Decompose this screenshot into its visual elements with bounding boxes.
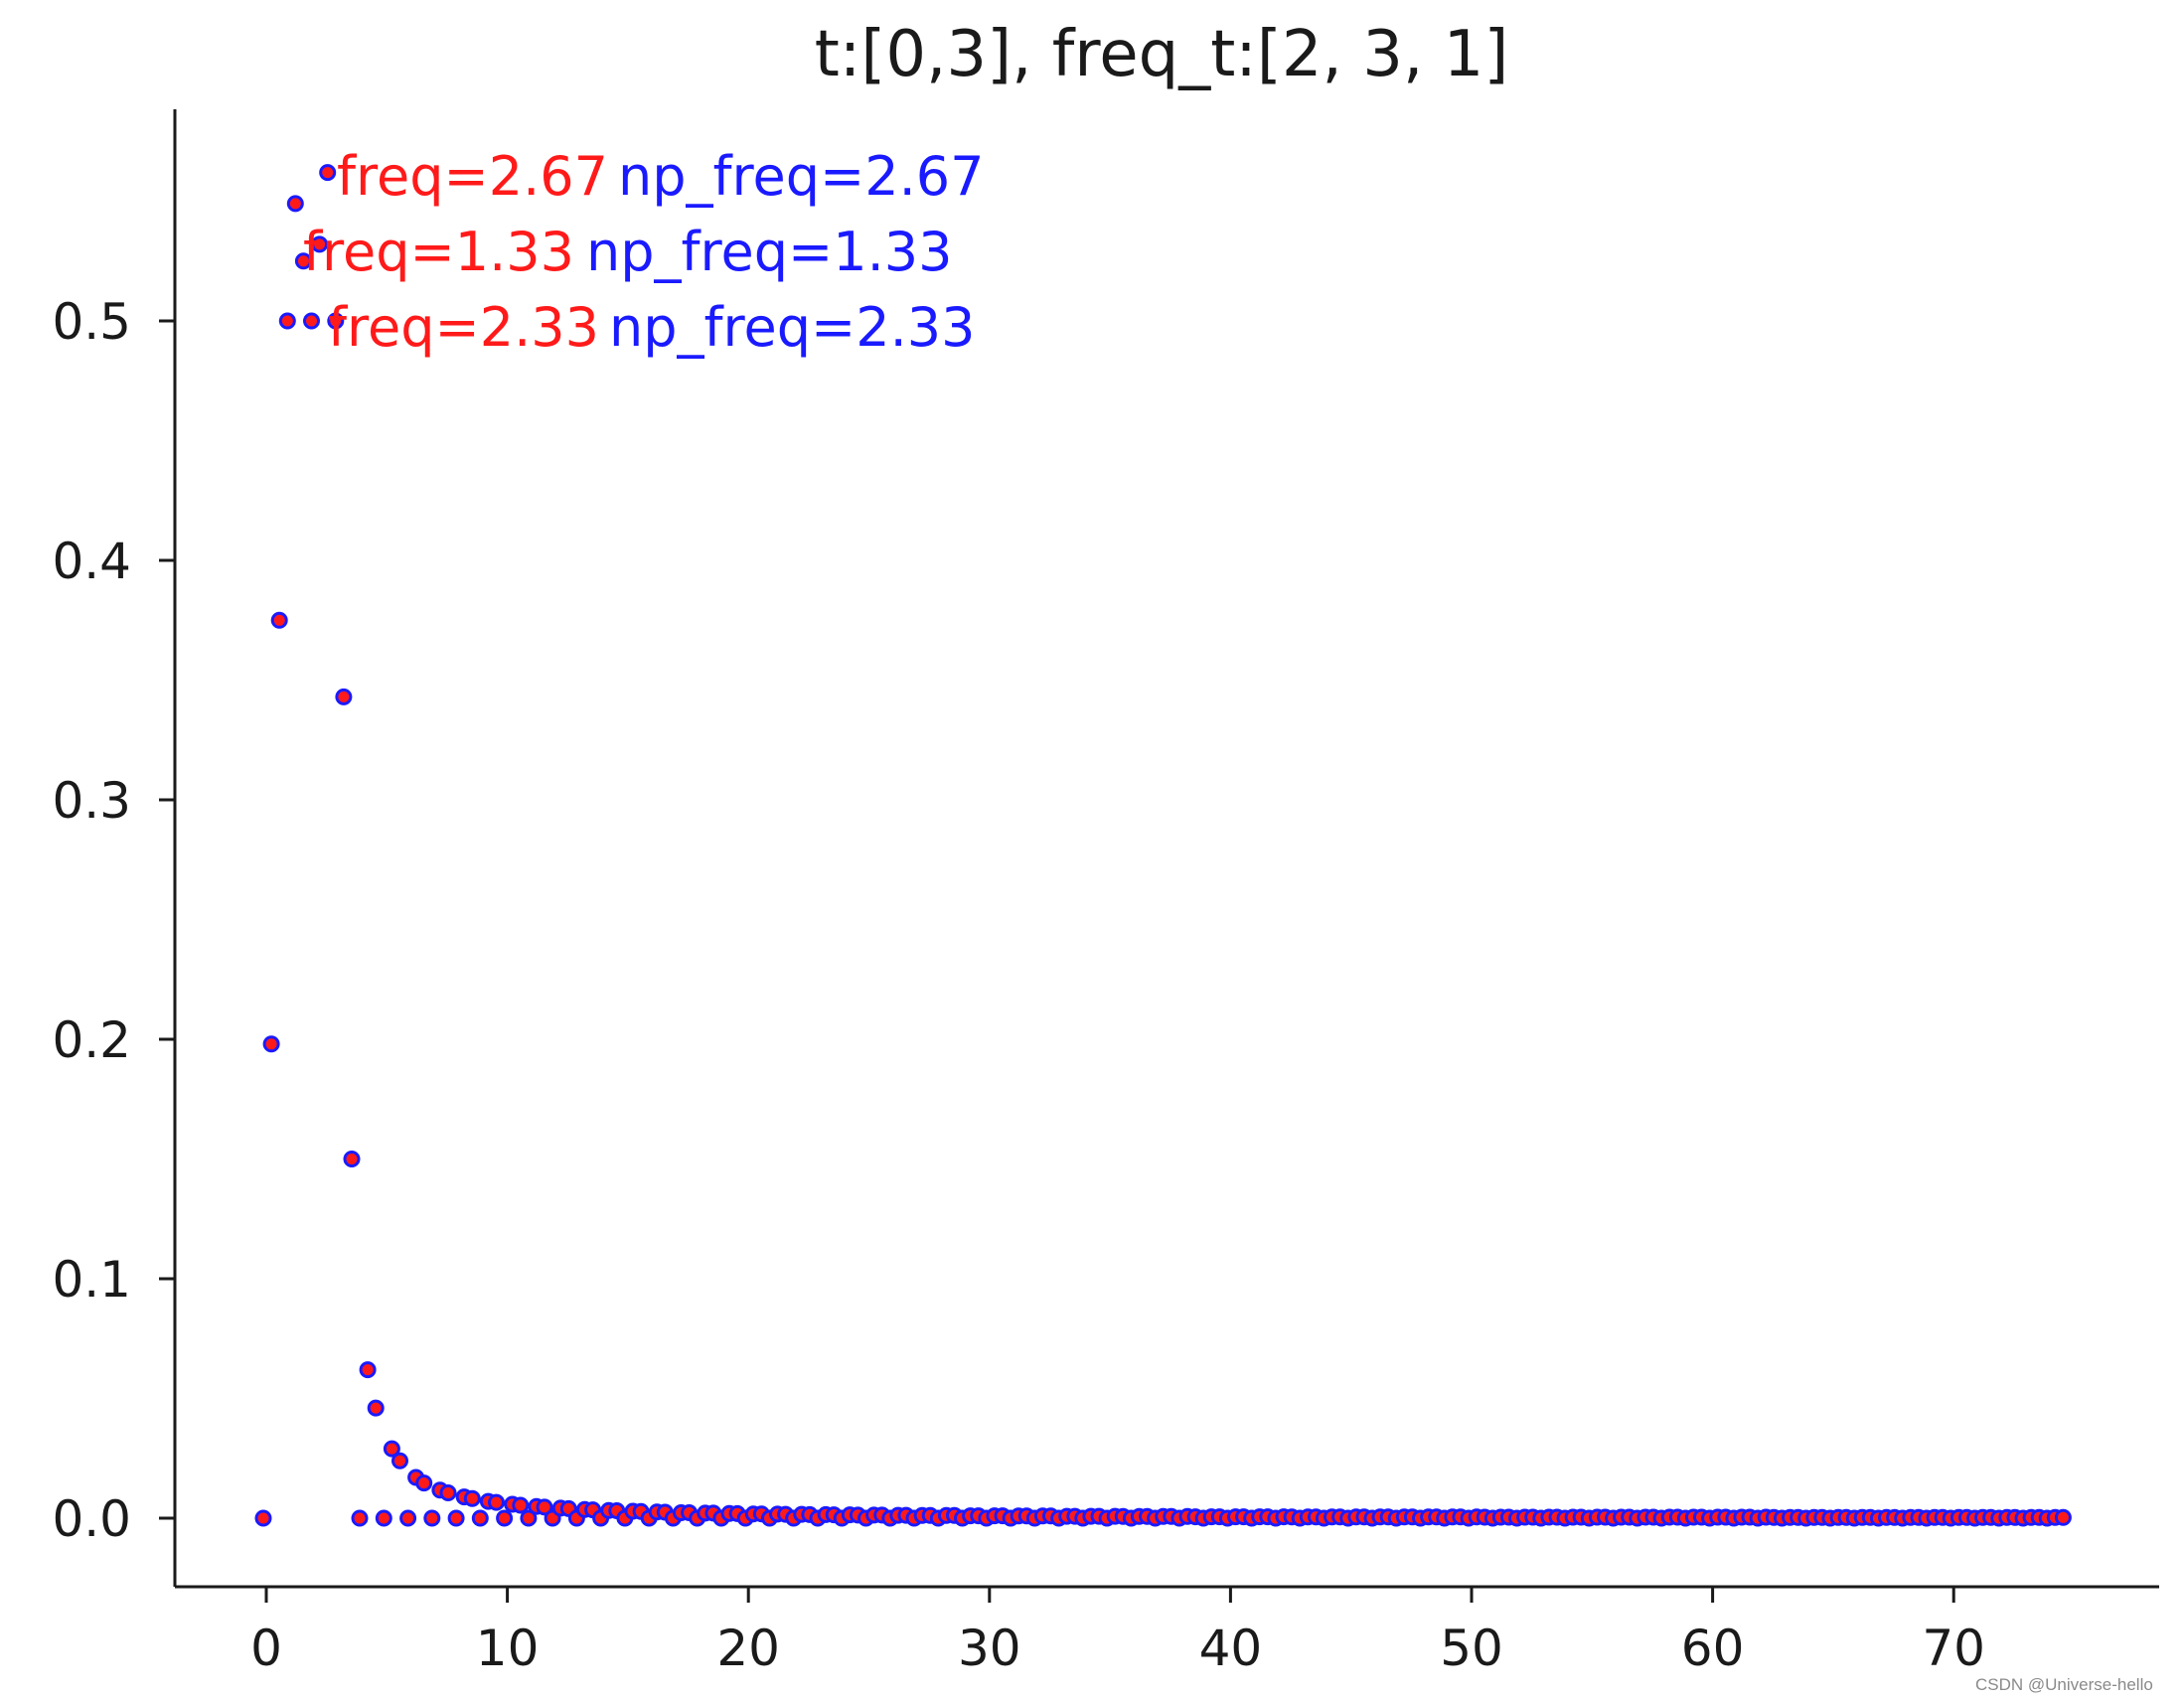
data-point bbox=[439, 1484, 457, 1501]
data-point bbox=[303, 312, 320, 330]
chart-title: t:[0,3], freq_t:[2, 3, 1] bbox=[815, 18, 1509, 91]
data-point bbox=[278, 312, 296, 330]
annotation-label: np_freq=1.33 bbox=[586, 221, 953, 283]
data-point bbox=[351, 1509, 369, 1527]
annotation-label: freq=2.67 bbox=[337, 145, 608, 208]
data-point bbox=[375, 1509, 392, 1527]
data-point bbox=[496, 1509, 514, 1527]
data-point bbox=[319, 164, 337, 182]
data-point bbox=[423, 1509, 441, 1527]
data-point bbox=[367, 1399, 385, 1417]
data-point bbox=[536, 1498, 553, 1516]
x-tick-label: 50 bbox=[1440, 1620, 1503, 1677]
data-point bbox=[343, 1151, 361, 1167]
y-tick-label: 0.0 bbox=[52, 1490, 131, 1548]
annotation-label: freq=1.33 bbox=[303, 221, 574, 283]
data-point bbox=[311, 235, 329, 253]
watermark: CSDN @Universe-hello bbox=[1975, 1675, 2153, 1694]
x-tick-label: 10 bbox=[476, 1620, 540, 1677]
axes bbox=[173, 109, 2159, 1589]
annotation-label: np_freq=2.33 bbox=[609, 296, 976, 359]
annotation-label: freq=2.33 bbox=[328, 296, 599, 359]
data-point bbox=[262, 1035, 280, 1053]
data-point bbox=[520, 1509, 538, 1527]
data-point bbox=[471, 1509, 489, 1527]
y-tick-label: 0.3 bbox=[52, 772, 131, 830]
data-point bbox=[415, 1474, 433, 1492]
data-point bbox=[383, 1440, 400, 1458]
data-point bbox=[488, 1493, 505, 1511]
data-point bbox=[327, 312, 345, 330]
peak-annotations: freq=2.67 np_freq=2.67 freq=1.33 np_freq=1.… bbox=[303, 145, 985, 359]
data-point bbox=[447, 1509, 465, 1527]
y-tick-label: 0.4 bbox=[52, 533, 131, 590]
data-point bbox=[286, 195, 304, 213]
x-tick-label: 70 bbox=[1922, 1620, 1985, 1677]
y-axis-ticks: 0.0 0.1 0.2 0.3 0.4 0.5 bbox=[52, 293, 175, 1548]
x-axis-ticks: 0 10 20 30 40 50 60 70 bbox=[250, 1587, 1985, 1677]
x-tick-label: 60 bbox=[1681, 1620, 1745, 1677]
x-tick-label: 40 bbox=[1199, 1620, 1263, 1677]
annotation-label: np_freq=2.67 bbox=[618, 145, 985, 208]
data-point bbox=[399, 1509, 417, 1527]
data-point bbox=[335, 688, 353, 705]
y-tick-label: 0.5 bbox=[52, 293, 131, 351]
data-point bbox=[512, 1496, 530, 1514]
data-point bbox=[270, 611, 288, 629]
data-point bbox=[254, 1509, 272, 1527]
y-tick-label: 0.1 bbox=[52, 1251, 131, 1309]
data-point bbox=[2054, 1508, 2072, 1526]
data-point bbox=[463, 1489, 481, 1507]
y-tick-label: 0.2 bbox=[52, 1011, 131, 1069]
data-point bbox=[294, 252, 312, 270]
data-point bbox=[391, 1452, 408, 1469]
scatter-points bbox=[254, 164, 2072, 1527]
x-tick-label: 0 bbox=[250, 1620, 282, 1677]
x-tick-label: 30 bbox=[958, 1620, 1021, 1677]
x-tick-label: 20 bbox=[716, 1620, 780, 1677]
data-point bbox=[359, 1361, 377, 1379]
